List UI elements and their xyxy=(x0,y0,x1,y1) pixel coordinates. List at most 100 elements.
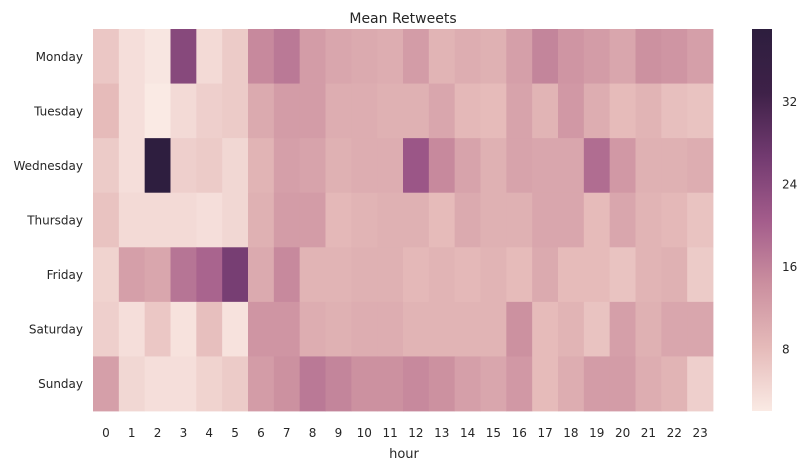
heatmap-cell xyxy=(299,83,326,139)
heatmap-cell xyxy=(325,83,352,139)
colorbar xyxy=(752,29,772,411)
heatmap-cell xyxy=(583,29,611,84)
heatmap-cell xyxy=(118,247,146,303)
heatmap-cell xyxy=(325,138,352,194)
heatmap-cell xyxy=(248,356,275,412)
x-tick-label: 15 xyxy=(486,426,501,440)
heatmap-cell xyxy=(248,29,275,84)
heatmap-cell xyxy=(428,192,456,248)
heatmap-cell xyxy=(248,247,275,303)
heatmap-cell xyxy=(687,356,714,412)
heatmap-cell xyxy=(635,247,662,303)
heatmap-cell xyxy=(144,247,171,303)
heatmap-cell xyxy=(196,83,223,139)
y-tick-label: Wednesday xyxy=(14,159,83,173)
heatmap-cell xyxy=(196,356,223,412)
heatmap-cell xyxy=(222,301,249,357)
heatmap-cell xyxy=(403,138,430,194)
heatmap-cell xyxy=(403,247,430,303)
heatmap-cell xyxy=(480,83,507,139)
heatmap-cell xyxy=(403,192,430,248)
heatmap-cell xyxy=(635,29,662,84)
heatmap-cell xyxy=(93,356,120,412)
heatmap-cell xyxy=(273,192,301,248)
heatmap-cell xyxy=(351,356,378,412)
heatmap-cell xyxy=(609,29,636,84)
x-tick-labels: 0 1 2 3 4 5 6 7 8 9 10 11 12 13 14 15 16 17 18 19 20 21 22 23 xyxy=(102,426,708,440)
heatmap-cell xyxy=(170,83,197,139)
heatmap-cell xyxy=(661,356,688,412)
x-tick-label: 14 xyxy=(460,426,475,440)
heatmap-cell xyxy=(609,356,636,412)
heatmap-cell xyxy=(609,247,636,303)
heatmap-cell xyxy=(144,29,171,84)
colorbar-tick-label: 16 xyxy=(782,260,797,274)
x-tick-label: 22 xyxy=(667,426,682,440)
heatmap-cell xyxy=(351,138,378,194)
y-tick-label: Friday xyxy=(47,268,83,282)
heatmap-cell xyxy=(583,301,611,357)
heatmap-cell xyxy=(93,192,120,248)
heatmap-cell xyxy=(403,301,430,357)
x-tick-label: 6 xyxy=(257,426,265,440)
heatmap-cell xyxy=(196,247,223,303)
heatmap-cell xyxy=(687,192,714,248)
heatmap-cell xyxy=(196,29,223,84)
heatmap-cell xyxy=(93,29,120,84)
heatmap-cell xyxy=(506,356,533,412)
x-tick-label: 7 xyxy=(283,426,291,440)
heatmap-cell xyxy=(196,192,223,248)
heatmap-cell xyxy=(687,138,714,194)
heatmap-cell xyxy=(506,29,533,84)
heatmap-cell xyxy=(222,138,249,194)
heatmap-cell xyxy=(170,247,197,303)
y-tick-labels: Monday Tuesday Wednesday Thursday Friday Satu… xyxy=(14,50,83,391)
heatmap-cell xyxy=(583,83,611,139)
heatmap-cell xyxy=(635,83,662,139)
heatmap-cell xyxy=(635,356,662,412)
heatmap-cell xyxy=(661,29,688,84)
heatmap-cell xyxy=(299,138,326,194)
heatmap-cell xyxy=(661,192,688,248)
heatmap-cell xyxy=(558,301,585,357)
x-tick-label: 17 xyxy=(537,426,552,440)
heatmap-cell xyxy=(273,301,301,357)
heatmap-cell xyxy=(428,247,456,303)
x-tick-label: 23 xyxy=(692,426,707,440)
x-tick-label: 18 xyxy=(563,426,578,440)
heatmap-cell xyxy=(558,247,585,303)
heatmap-cell xyxy=(687,301,714,357)
y-tick-label: Monday xyxy=(36,50,83,64)
heatmap-cell xyxy=(532,247,559,303)
heatmap-cell xyxy=(687,83,714,139)
heatmap-cell xyxy=(480,356,507,412)
heatmap-cell xyxy=(583,356,611,412)
heatmap-cell xyxy=(299,29,326,84)
heatmap-cell xyxy=(377,83,404,139)
x-tick-label: 3 xyxy=(180,426,188,440)
heatmap-cell xyxy=(532,356,559,412)
x-axis-label: hour xyxy=(389,447,419,462)
x-tick-label: 19 xyxy=(589,426,604,440)
x-tick-label: 20 xyxy=(615,426,630,440)
heatmap-cell xyxy=(403,29,430,84)
heatmap-cell xyxy=(428,83,456,139)
heatmap-cell xyxy=(661,83,688,139)
heatmap-cell xyxy=(609,301,636,357)
heatmap-cell xyxy=(532,192,559,248)
x-tick-label: 16 xyxy=(512,426,527,440)
heatmap-cell xyxy=(532,138,559,194)
heatmap-cell xyxy=(144,301,171,357)
heatmap-cell xyxy=(144,356,171,412)
heatmap-cell xyxy=(273,83,301,139)
heatmap-cell xyxy=(454,192,481,248)
heatmap-cell xyxy=(248,138,275,194)
heatmap-cell xyxy=(351,29,378,84)
heatmap-cell xyxy=(325,29,352,84)
heatmap-cell xyxy=(506,138,533,194)
x-tick-label: 12 xyxy=(408,426,423,440)
heatmap-cell xyxy=(222,83,249,139)
heatmap-cell xyxy=(325,192,352,248)
heatmap-cell xyxy=(248,301,275,357)
heatmap-cell xyxy=(351,301,378,357)
